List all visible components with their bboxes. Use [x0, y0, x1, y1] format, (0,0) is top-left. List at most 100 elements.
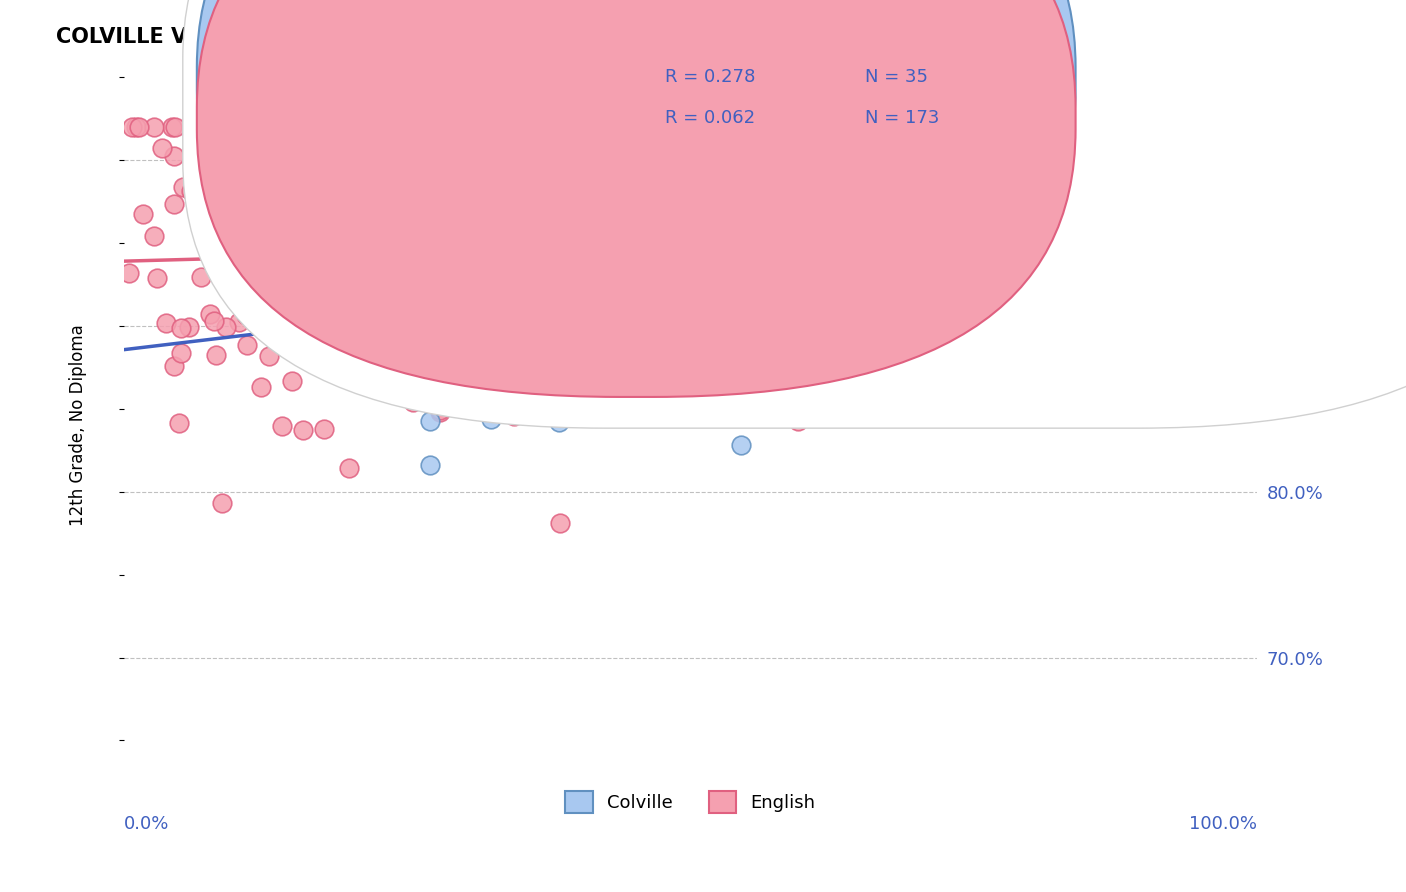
English — [224, 268, 246, 283]
English — [368, 325, 391, 339]
English — [246, 316, 269, 330]
English — [200, 307, 222, 321]
English — [170, 321, 193, 335]
English — [205, 348, 228, 362]
English — [146, 271, 169, 285]
English — [163, 120, 186, 135]
English — [786, 414, 808, 428]
English — [546, 206, 568, 220]
English — [515, 303, 537, 318]
English — [326, 227, 349, 242]
Colville — [529, 153, 551, 167]
Colville — [371, 329, 394, 343]
Text: 12th Grade, No Diploma: 12th Grade, No Diploma — [69, 325, 87, 526]
English — [830, 319, 852, 334]
English — [308, 232, 330, 246]
English — [270, 418, 292, 433]
English — [353, 234, 375, 248]
English — [205, 120, 228, 135]
English — [236, 338, 259, 352]
English — [402, 394, 425, 409]
Colville — [569, 368, 592, 382]
English — [389, 120, 412, 135]
English — [394, 305, 416, 319]
English — [201, 235, 224, 249]
English — [169, 346, 191, 360]
Colville — [319, 293, 342, 308]
English — [340, 319, 363, 334]
English — [181, 120, 204, 135]
English — [143, 229, 166, 244]
English — [330, 331, 353, 345]
English — [235, 308, 257, 322]
English — [281, 143, 304, 157]
Text: COLVILLE VS ENGLISH 12TH GRADE, NO DIPLOMA CORRELATION CHART: COLVILLE VS ENGLISH 12TH GRADE, NO DIPLO… — [56, 27, 889, 46]
English — [709, 360, 731, 375]
English — [308, 189, 330, 203]
English — [247, 195, 270, 210]
Colville — [730, 438, 752, 452]
English — [190, 269, 212, 284]
Colville — [502, 153, 524, 168]
Colville — [603, 201, 626, 215]
English — [204, 314, 226, 328]
English — [253, 223, 276, 237]
English — [813, 308, 835, 322]
English — [429, 403, 451, 417]
English — [167, 416, 190, 430]
English — [163, 149, 186, 163]
English — [211, 496, 233, 510]
English — [142, 120, 165, 135]
English — [717, 120, 740, 135]
English — [349, 254, 371, 268]
English — [312, 128, 335, 143]
English — [432, 233, 454, 247]
English — [259, 349, 281, 363]
English — [415, 236, 437, 251]
English — [555, 228, 578, 243]
English — [503, 409, 526, 424]
English — [162, 120, 184, 135]
English — [163, 197, 186, 211]
English — [588, 201, 610, 215]
Colville — [761, 400, 783, 414]
English — [602, 314, 624, 328]
English — [278, 327, 301, 342]
English — [179, 319, 201, 334]
English — [652, 192, 675, 206]
English — [352, 186, 374, 201]
English — [664, 120, 686, 135]
English — [118, 266, 141, 280]
Colville — [623, 204, 645, 219]
English — [392, 261, 415, 276]
English — [382, 142, 405, 156]
English — [340, 261, 363, 276]
English — [339, 120, 361, 135]
English — [332, 169, 354, 184]
English — [124, 120, 146, 135]
English — [297, 129, 319, 144]
English — [429, 405, 451, 419]
English — [254, 237, 277, 252]
Colville — [948, 212, 970, 227]
English — [377, 283, 399, 297]
English — [401, 243, 423, 257]
Colville — [640, 347, 662, 361]
English — [219, 120, 242, 135]
English — [222, 230, 245, 244]
English — [578, 139, 600, 153]
English — [150, 141, 173, 155]
English — [522, 308, 544, 322]
English — [586, 233, 609, 247]
Colville — [884, 384, 907, 399]
Colville — [1060, 304, 1083, 318]
Text: N = 173: N = 173 — [865, 109, 939, 127]
English — [215, 319, 238, 334]
English — [707, 327, 730, 342]
English — [121, 120, 143, 135]
English — [312, 249, 335, 263]
English — [291, 423, 314, 437]
English — [228, 315, 250, 329]
English — [350, 210, 373, 224]
English — [450, 120, 472, 135]
